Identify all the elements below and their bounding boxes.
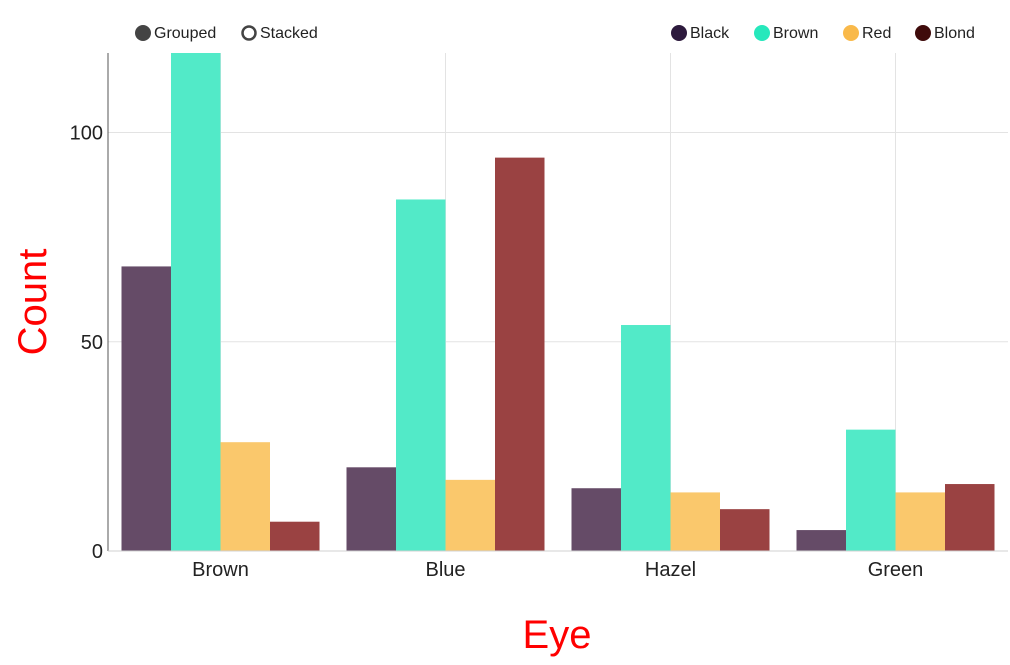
radio-unselected-icon[interactable]: [241, 25, 257, 41]
legend-swatch: [915, 25, 931, 41]
bar-red-hazel[interactable]: [670, 492, 721, 551]
legend-swatch: [671, 25, 687, 41]
x-axis-title: Eye: [523, 613, 592, 657]
legend-label: Brown: [773, 25, 818, 42]
x-tick-label: Green: [868, 559, 924, 581]
bar-brown-brown[interactable]: [171, 53, 221, 551]
bars: [121, 53, 995, 552]
bar-blond-hazel[interactable]: [720, 509, 770, 551]
mode-option-label: Grouped: [154, 25, 216, 42]
legend-item-brown[interactable]: Brown: [754, 25, 818, 42]
axes: [107, 53, 1008, 552]
legend-swatch: [754, 25, 770, 41]
x-tick-label: Blue: [425, 559, 465, 581]
bar-red-blue[interactable]: [445, 479, 496, 551]
bar-black-hazel[interactable]: [571, 488, 622, 551]
mode-option-grouped[interactable]: Grouped: [135, 25, 216, 42]
legend: Black Brown Red Blond: [671, 25, 975, 42]
bar-blond-green[interactable]: [945, 484, 995, 551]
bar-black-green[interactable]: [796, 530, 847, 551]
legend-item-blond[interactable]: Blond: [915, 25, 975, 42]
bar-black-brown[interactable]: [121, 266, 172, 551]
y-tick-label: 50: [81, 332, 103, 354]
bar-brown-hazel[interactable]: [621, 325, 671, 551]
bar-brown-green[interactable]: [846, 429, 896, 551]
bar-red-brown[interactable]: [220, 442, 271, 551]
legend-item-black[interactable]: Black: [671, 25, 730, 42]
x-tick-label: Hazel: [645, 559, 696, 581]
mode-option-label: Stacked: [260, 25, 318, 42]
y-tick-labels: 0 50 100: [70, 123, 103, 563]
legend-swatch: [843, 25, 859, 41]
y-tick-label: 0: [92, 541, 103, 563]
x-tick-labels: Brown Blue Hazel Green: [192, 559, 923, 581]
legend-label: Red: [862, 25, 891, 42]
radio-selected-icon[interactable]: [135, 25, 151, 41]
legend-item-red[interactable]: Red: [843, 25, 891, 42]
bar-red-green[interactable]: [895, 492, 946, 551]
y-axis-title: Count: [11, 249, 55, 356]
x-tick-label: Brown: [192, 559, 249, 581]
bar-brown-blue[interactable]: [396, 199, 446, 551]
bar-blond-blue[interactable]: [495, 157, 545, 552]
legend-label: Blond: [934, 25, 975, 42]
legend-label: Black: [690, 25, 730, 42]
bar-black-blue[interactable]: [346, 467, 397, 551]
mode-option-stacked[interactable]: Stacked: [241, 25, 318, 42]
mode-toggle[interactable]: Grouped Stacked: [135, 25, 318, 42]
y-tick-label: 100: [70, 123, 103, 145]
bar-blond-brown[interactable]: [270, 521, 320, 551]
